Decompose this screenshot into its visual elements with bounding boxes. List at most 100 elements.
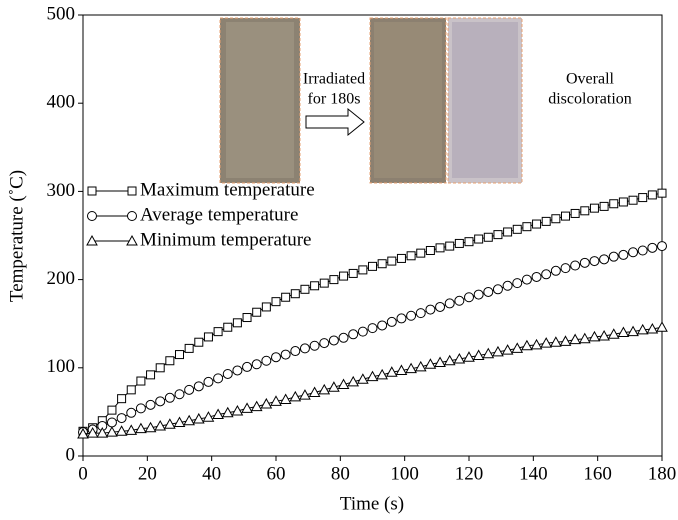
data-point	[319, 338, 330, 349]
data-point	[106, 417, 117, 428]
data-point	[638, 193, 648, 203]
x-tick-label: 80	[331, 463, 350, 484]
legend-marker	[127, 186, 137, 196]
data-point	[425, 304, 436, 315]
data-point	[348, 268, 358, 278]
data-point	[194, 337, 204, 347]
data-point	[329, 275, 339, 285]
data-point	[213, 373, 224, 384]
data-point	[357, 326, 368, 337]
data-point	[588, 330, 601, 342]
data-point	[106, 426, 118, 437]
data-point	[242, 313, 252, 323]
data-point	[474, 234, 484, 244]
legend-marker	[127, 211, 137, 221]
plot-frame	[82, 14, 663, 457]
data-point	[607, 328, 620, 339]
data-point	[271, 352, 281, 363]
data-point	[308, 386, 321, 397]
data-point	[376, 368, 388, 380]
data-point	[348, 329, 359, 340]
data-point	[570, 260, 581, 271]
x-tick-label: 140	[519, 463, 548, 484]
data-point	[309, 340, 320, 351]
data-point	[280, 349, 291, 360]
data-point	[279, 393, 292, 405]
data-point	[599, 254, 610, 265]
data-point	[290, 346, 301, 357]
data-point	[367, 323, 378, 334]
data-point	[657, 188, 667, 198]
annotation: Overall	[566, 71, 615, 88]
data-point	[589, 256, 600, 267]
data-point	[385, 366, 398, 377]
data-point	[347, 375, 360, 387]
data-point	[599, 201, 609, 211]
data-point	[164, 392, 175, 403]
data-point	[492, 284, 503, 295]
data-point	[414, 360, 427, 372]
data-point	[202, 411, 215, 422]
data-point	[617, 326, 630, 338]
data-point	[212, 408, 224, 420]
data-point	[493, 230, 503, 240]
data-point	[115, 425, 128, 436]
data-point	[492, 345, 504, 357]
data-point	[221, 406, 234, 418]
data-point	[232, 318, 242, 328]
annotation: Irradiated	[303, 71, 365, 88]
data-point	[86, 427, 99, 438]
data-point	[522, 222, 532, 232]
data-point	[435, 301, 446, 312]
data-point	[482, 347, 495, 359]
y-tick-label: 0	[66, 444, 76, 465]
legend-label: Average temperature	[140, 204, 298, 225]
data-point	[502, 280, 513, 291]
data-point	[223, 322, 233, 332]
data-point	[511, 342, 524, 353]
data-point	[473, 289, 484, 300]
data-point	[232, 365, 243, 376]
data-point	[405, 362, 417, 374]
y-tick-label: 200	[47, 268, 76, 289]
data-point	[164, 418, 176, 429]
data-point	[231, 404, 244, 416]
data-point	[464, 292, 474, 303]
data-point	[598, 330, 610, 341]
data-point	[174, 389, 185, 400]
data-point	[107, 405, 117, 415]
data-point	[647, 190, 657, 200]
data-point	[445, 241, 455, 251]
data-point	[290, 289, 300, 299]
x-tick-label: 40	[202, 463, 221, 484]
data-point	[618, 249, 629, 260]
x-tick-label: 20	[138, 463, 157, 484]
data-point	[271, 297, 281, 307]
data-point	[299, 389, 311, 400]
data-point	[183, 414, 195, 426]
data-point	[319, 278, 329, 288]
data-point	[126, 385, 136, 395]
data-point	[551, 214, 561, 224]
data-point	[454, 295, 465, 306]
data-point	[570, 208, 580, 218]
data-point	[339, 271, 349, 281]
data-point	[338, 332, 349, 343]
data-point	[406, 310, 417, 321]
data-point	[483, 232, 493, 242]
data-point	[628, 247, 639, 258]
data-point	[261, 355, 272, 366]
data-point	[512, 278, 523, 289]
data-point	[444, 298, 455, 309]
data-point	[550, 336, 562, 347]
data-point	[175, 350, 184, 360]
data-point	[144, 421, 157, 433]
photo-cylinder	[374, 22, 442, 178]
data-point	[125, 424, 138, 435]
data-point	[117, 394, 127, 404]
photos	[219, 17, 523, 184]
data-point	[483, 286, 494, 297]
data-point	[561, 211, 570, 221]
data-point	[357, 373, 369, 384]
x-axis-title: Time (s)	[340, 493, 404, 514]
